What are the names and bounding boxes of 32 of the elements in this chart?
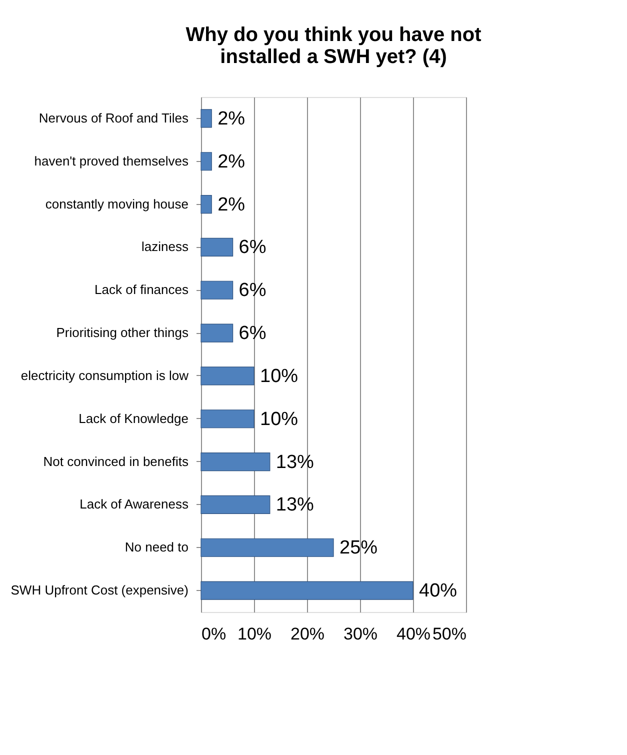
y-tick-label: Prioritising other things — [56, 325, 189, 340]
data-label: 10% — [260, 366, 298, 387]
x-tick-label: 0% — [202, 624, 226, 644]
y-tick-label: Not convinced in benefits — [43, 454, 189, 469]
x-tick-label: 20% — [290, 624, 325, 644]
y-tick-label: haven't proved themselves — [34, 153, 189, 168]
y-tick-label: Lack of Awareness — [80, 496, 189, 512]
y-tick-label: Nervous of Roof and Tiles — [38, 110, 189, 126]
data-label: 13% — [276, 494, 314, 516]
y-tick-label: laziness — [142, 239, 189, 254]
x-tick-label: 40% — [396, 624, 431, 644]
data-label: 10% — [260, 408, 298, 430]
x-tick-label: 30% — [343, 624, 378, 644]
y-tick-label: Lack of Knowledge — [78, 410, 188, 426]
y-tick-label: SWH Upfront Cost (expensive) — [10, 582, 188, 598]
data-label: 2% — [218, 194, 246, 216]
y-tick-label: constantly moving house — [45, 196, 188, 212]
data-label: 13% — [276, 452, 314, 473]
x-tick-label: 10% — [237, 624, 272, 644]
data-label: 6% — [238, 323, 266, 344]
y-tick-label: electricity consumption is low — [20, 368, 190, 383]
y-tick-label: Lack of finances — [94, 282, 189, 298]
data-label: 2% — [218, 108, 246, 130]
data-label: 2% — [218, 151, 246, 172]
data-label: 40% — [419, 580, 458, 602]
text: installed a SWH yet? (4) — [220, 46, 447, 68]
data-label: 6% — [238, 237, 266, 258]
x-tick-label: 50% — [432, 624, 466, 644]
text: Why do you think you have not — [186, 24, 482, 46]
data-label: 25% — [340, 538, 378, 559]
y-tick-label: No need to — [124, 540, 188, 555]
data-label: 6% — [238, 280, 266, 302]
